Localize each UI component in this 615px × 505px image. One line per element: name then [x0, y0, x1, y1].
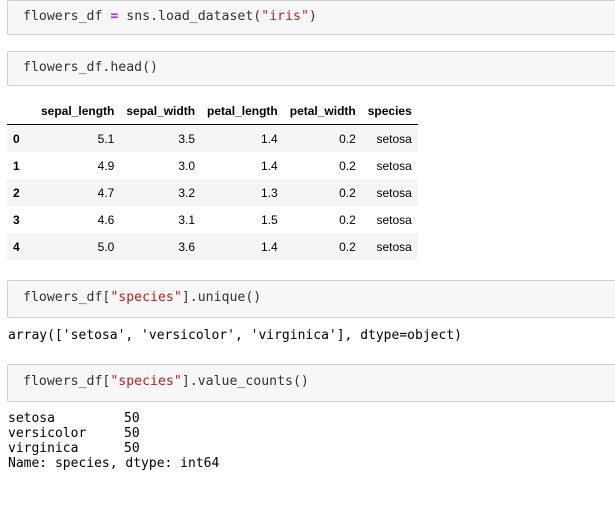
code-prefix: flowers_df[ — [23, 374, 111, 389]
row-index: 3 — [13, 212, 20, 227]
output-row: setosa 50 — [8, 411, 219, 426]
table-cell: 1.3 — [261, 185, 278, 200]
output-value: 50 — [124, 426, 140, 441]
table-cell: setosa — [376, 131, 412, 146]
code-variable: flowers_df — [23, 9, 103, 24]
table-cell: 0.2 — [339, 239, 356, 254]
table-header-index — [7, 98, 35, 125]
output-value: 50 — [124, 411, 140, 426]
table-cell: setosa — [376, 212, 412, 227]
table-cell: 4.6 — [97, 212, 115, 227]
code-string: "species" — [110, 374, 182, 389]
code-call: sns.load_dataset( — [126, 9, 262, 24]
table-cell: 0.2 — [339, 185, 356, 200]
row-index: 2 — [13, 185, 20, 200]
code-string: "species" — [110, 290, 182, 305]
table-cell: 0.2 — [339, 158, 356, 173]
output-label: versicolor — [8, 426, 87, 441]
table-cell: 0.2 — [339, 212, 356, 227]
table-cell: 3.2 — [178, 185, 196, 200]
code-cell-head[interactable]: flowers_df.head() — [7, 51, 615, 86]
code-line: flowers_df = sns.load_dataset("iris") — [23, 9, 317, 25]
table-header-cell: species — [361, 98, 418, 125]
table-cell: 5.1 — [97, 131, 115, 146]
table-row: 0 5.1 3.5 1.4 0.2 setosa — [7, 124, 418, 152]
row-index: 0 — [13, 131, 20, 146]
table-cell: 0.2 — [339, 131, 356, 146]
output-row: versicolor 50 — [8, 426, 219, 441]
output-value: 50 — [124, 441, 140, 456]
code-line: flowers_df.head() — [23, 60, 158, 75]
table-header-cell: petal_length — [201, 98, 284, 125]
table-cell: 1.5 — [261, 212, 278, 227]
dataframe-output-table: sepal_length sepal_width petal_length pe… — [7, 98, 418, 260]
table-cell: 3.0 — [178, 158, 196, 173]
table-cell: setosa — [376, 239, 412, 254]
code-line: flowers_df["species"].unique() — [23, 290, 261, 306]
table-header-cell: petal_width — [283, 98, 362, 125]
table-cell: 3.6 — [178, 239, 196, 254]
table-header-cell: sepal_length — [35, 98, 121, 125]
table-cell: setosa — [376, 185, 412, 200]
table-header-cell: sepal_width — [120, 98, 202, 125]
output-value-counts: setosa 50 versicolor 50 virginica 50 Name: … — [8, 411, 219, 471]
code-cell-value-counts[interactable]: flowers_df["species"].value_counts() — [7, 364, 615, 402]
table-cell: 3.1 — [178, 212, 196, 227]
code-cell-unique[interactable]: flowers_df["species"].unique() — [7, 280, 615, 318]
table-row: 1 4.9 3.0 1.4 0.2 setosa — [7, 152, 418, 179]
code-prefix: flowers_df[ — [23, 290, 111, 305]
table-cell: 4.9 — [97, 158, 115, 173]
table-row: 4 5.0 3.6 1.4 0.2 setosa — [7, 233, 418, 260]
output-row: virginica 50 — [8, 441, 219, 456]
table-cell: 1.4 — [261, 239, 278, 254]
table-cell: 3.5 — [178, 131, 196, 146]
code-string: "iris" — [261, 9, 309, 24]
row-index: 1 — [13, 158, 20, 173]
code-suffix: ].unique() — [181, 290, 262, 305]
table-cell: 5.0 — [97, 239, 115, 254]
code-suffix: ].value_counts() — [181, 374, 309, 389]
table-cell: 1.4 — [261, 131, 278, 146]
row-index: 4 — [13, 239, 20, 254]
table-cell: 4.7 — [97, 185, 115, 200]
code-line: flowers_df["species"].value_counts() — [23, 374, 309, 390]
output-unique: array(['setosa', 'versicolor', 'virginic… — [8, 328, 462, 343]
table-cell: setosa — [376, 158, 412, 173]
output-footer: Name: species, dtype: int64 — [8, 456, 220, 471]
code-cell-load-dataset[interactable]: flowers_df = sns.load_dataset("iris") — [7, 0, 615, 35]
code-operator: = — [110, 9, 119, 24]
output-label: virginica — [8, 441, 79, 456]
table-row: 3 4.6 3.1 1.5 0.2 setosa — [7, 206, 418, 233]
table-header-row: sepal_length sepal_width petal_length pe… — [7, 98, 418, 125]
table-row: 2 4.7 3.2 1.3 0.2 setosa — [7, 179, 418, 206]
table-cell: 1.4 — [261, 158, 278, 173]
code-close: ) — [308, 9, 317, 24]
output-label: setosa — [8, 411, 55, 426]
